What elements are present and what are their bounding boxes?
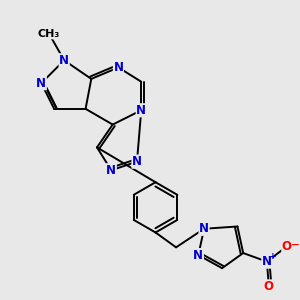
Text: N: N (136, 104, 146, 117)
Text: N: N (106, 164, 116, 177)
Text: N: N (36, 77, 46, 90)
Text: N: N (59, 54, 69, 67)
Text: N: N (199, 222, 209, 235)
Text: −: − (290, 240, 299, 250)
Text: N: N (193, 248, 203, 262)
Text: +: + (269, 252, 277, 261)
Text: O: O (282, 240, 292, 253)
Text: CH₃: CH₃ (37, 29, 60, 39)
Text: N: N (132, 155, 142, 168)
Text: O: O (264, 280, 274, 293)
Text: N: N (262, 255, 272, 268)
Text: N: N (113, 61, 123, 74)
